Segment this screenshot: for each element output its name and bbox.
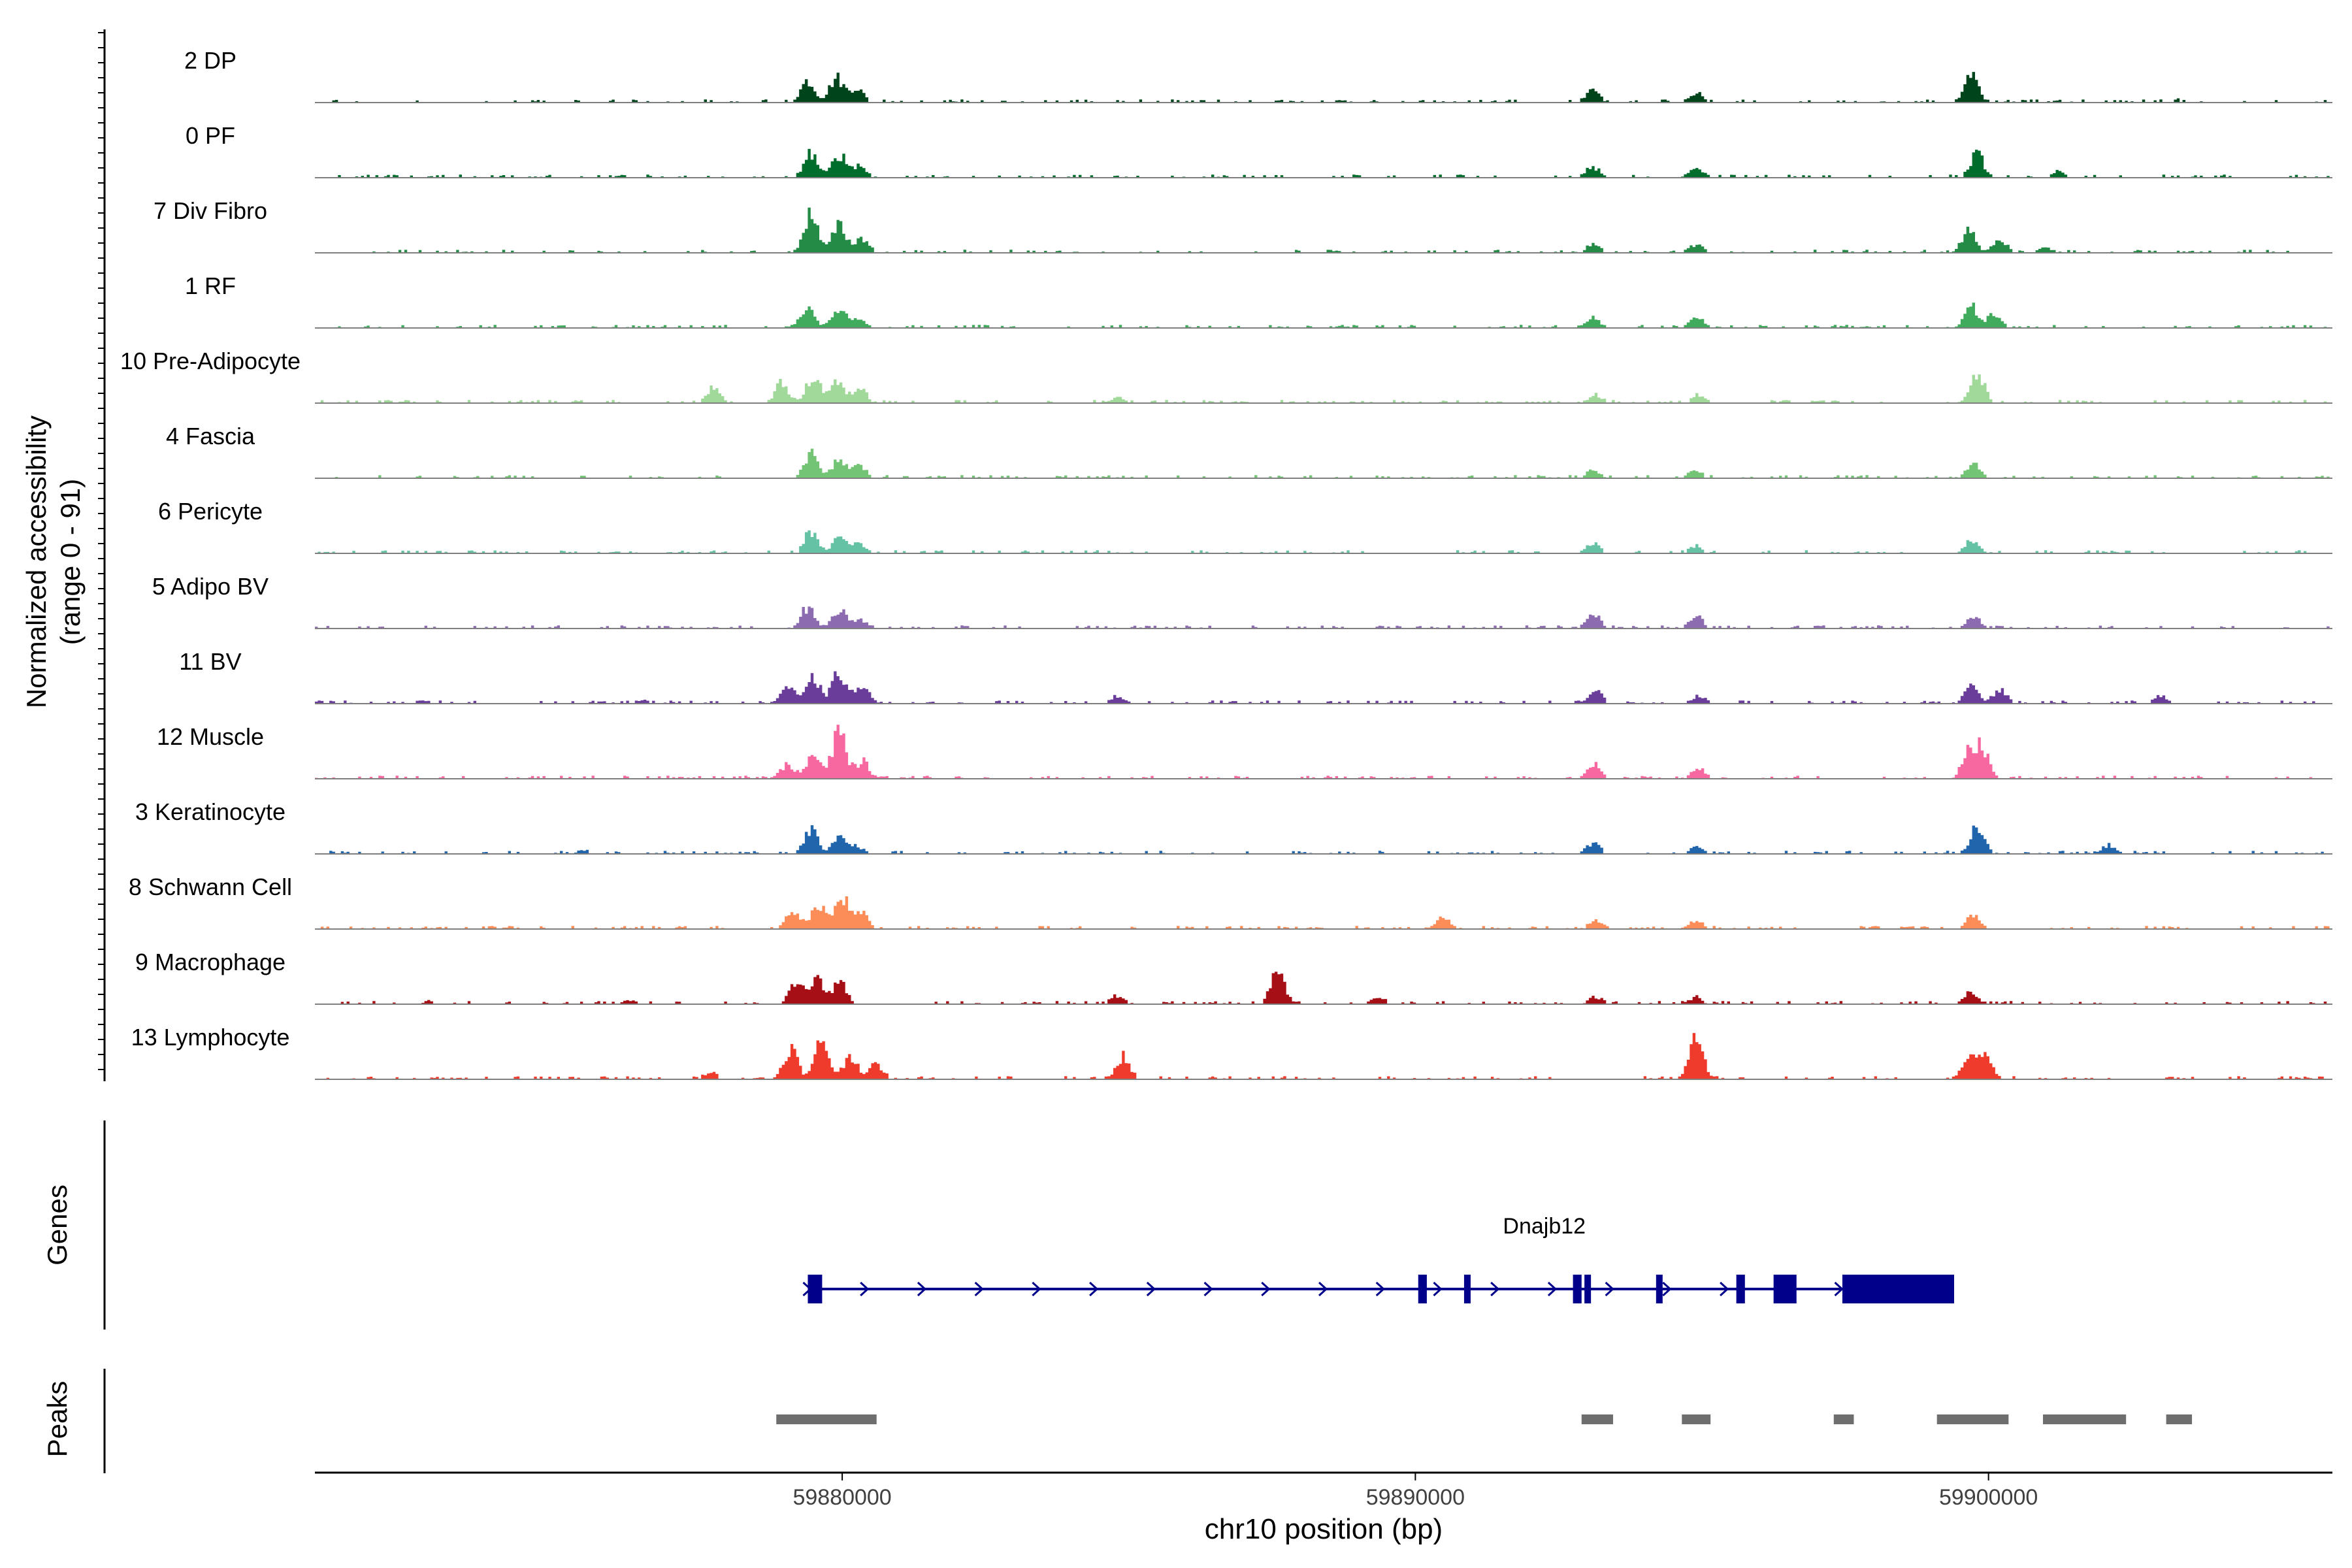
x-tick-label: 59880000	[792, 1485, 891, 1510]
exon	[1573, 1275, 1582, 1303]
peak-region	[776, 1414, 877, 1424]
gene-name: Dnajb12	[1503, 1214, 1586, 1239]
y-axis-label-group: Normalized accessibility (range 0 - 91)	[21, 416, 86, 708]
track-4-fascia: 4 Fascia	[166, 423, 2332, 479]
strand-arrow	[1203, 1281, 1213, 1297]
exon	[808, 1275, 823, 1303]
y-axis-label: Normalized accessibility	[21, 416, 52, 708]
peak-region	[1936, 1414, 2009, 1424]
track-0-pf: 0 PF	[186, 122, 2332, 178]
strand-arrow	[1032, 1281, 1041, 1297]
track-label: 5 Adipo BV	[152, 573, 269, 600]
exon	[1418, 1275, 1427, 1303]
track-10-pre-adipocyte: 10 Pre-Adipocyte	[120, 348, 2332, 404]
track-5-adipo-bv: 5 Adipo BV	[152, 573, 2332, 629]
peak-track	[776, 1414, 2193, 1424]
track-label: 9 Macrophage	[135, 949, 286, 975]
coverage-area	[315, 671, 2332, 704]
peak-region	[1581, 1414, 1614, 1424]
x-tick-label: 59890000	[1366, 1485, 1465, 1510]
track-label: 13 Lymphocyte	[131, 1024, 290, 1051]
coverage-area	[315, 725, 2332, 779]
track-label: 8 Schwann Cell	[129, 874, 292, 900]
strand-arrow	[917, 1281, 927, 1297]
track-label: 7 Div Fibro	[154, 197, 267, 224]
strand-arrow	[1662, 1281, 1672, 1297]
strand-arrow	[860, 1281, 870, 1297]
track-label: 11 BV	[179, 648, 241, 675]
genes-track-label: Genes	[42, 1184, 73, 1266]
coverage-tracks: 2 DP 0 PF 7 Div Fibro 1 RF 10 Pre-Adipocyte 4…	[120, 47, 2332, 1080]
coverage-area	[315, 972, 2332, 1004]
strand-arrow	[1318, 1281, 1328, 1297]
y-axis-range-label: (range 0 - 91)	[55, 479, 86, 645]
exon	[1842, 1275, 1954, 1303]
track-label: 1 RF	[185, 272, 236, 299]
exon	[1773, 1275, 1797, 1303]
strand-arrow	[1375, 1281, 1385, 1297]
track-8-schwann-cell: 8 Schwann Cell	[129, 874, 2332, 930]
track-label: 6 Pericyte	[158, 498, 263, 525]
coverage-area	[315, 302, 2332, 328]
track-1-rf: 1 RF	[185, 272, 2332, 329]
strand-arrow	[1261, 1281, 1271, 1297]
strand-arrow	[1605, 1281, 1614, 1297]
strand-arrow	[974, 1281, 984, 1297]
track-6-pericyte: 6 Pericyte	[158, 498, 2332, 554]
coverage-area	[315, 148, 2332, 178]
strand-arrow	[1490, 1281, 1500, 1297]
coverage-area	[315, 448, 2332, 478]
track-label: 12 Muscle	[157, 723, 264, 750]
strand-arrow	[1089, 1281, 1099, 1297]
exon	[1736, 1275, 1745, 1303]
strand-arrow	[1834, 1281, 1844, 1297]
track-2-dp: 2 DP	[184, 47, 2332, 103]
gene-track: Dnajb12	[802, 1214, 1954, 1303]
track-7-div-fibro: 7 Div Fibro	[154, 197, 2332, 253]
coverage-area	[315, 530, 2332, 553]
strand-arrow	[1720, 1281, 1729, 1297]
coverage-y-axis-ticks	[98, 32, 105, 1070]
coverage-area	[315, 825, 2332, 854]
track-12-muscle: 12 Muscle	[157, 723, 2332, 779]
coverage-area	[315, 1033, 2332, 1079]
exon	[1656, 1275, 1663, 1303]
strand-arrow	[1547, 1281, 1558, 1297]
track-label: 10 Pre-Adipocyte	[120, 348, 301, 374]
track-3-keratinocyte: 3 Keratinocyte	[135, 798, 2332, 855]
coverage-area	[315, 606, 2332, 629]
peak-region	[1682, 1414, 1711, 1424]
track-11-bv: 11 BV	[179, 648, 2332, 704]
strand-arrow	[1433, 1281, 1443, 1297]
x-axis-ticks: 59880000 59890000 59900000	[792, 1473, 2038, 1510]
peaks-track-label: Peaks	[42, 1381, 73, 1458]
track-9-macrophage: 9 Macrophage	[135, 949, 2332, 1005]
peak-region	[2042, 1414, 2127, 1424]
strand-arrow	[1146, 1281, 1156, 1297]
x-tick-label: 59900000	[1939, 1485, 2038, 1510]
gene-model: Dnajb12	[802, 1214, 1954, 1303]
x-axis-label: chr10 position (bp)	[1205, 1513, 1443, 1545]
track-label: 2 DP	[184, 47, 237, 74]
track-13-lymphocyte: 13 Lymphocyte	[131, 1024, 2332, 1080]
exon	[1584, 1275, 1592, 1303]
track-label: 3 Keratinocyte	[135, 798, 286, 825]
peak-region	[2166, 1414, 2193, 1424]
coverage-area	[315, 896, 2332, 929]
track-label: 0 PF	[186, 122, 235, 149]
track-label: 4 Fascia	[166, 423, 255, 449]
coverage-area	[315, 207, 2332, 253]
coverage-area	[315, 374, 2332, 403]
peak-region	[1833, 1414, 1854, 1424]
exon	[1463, 1275, 1471, 1303]
